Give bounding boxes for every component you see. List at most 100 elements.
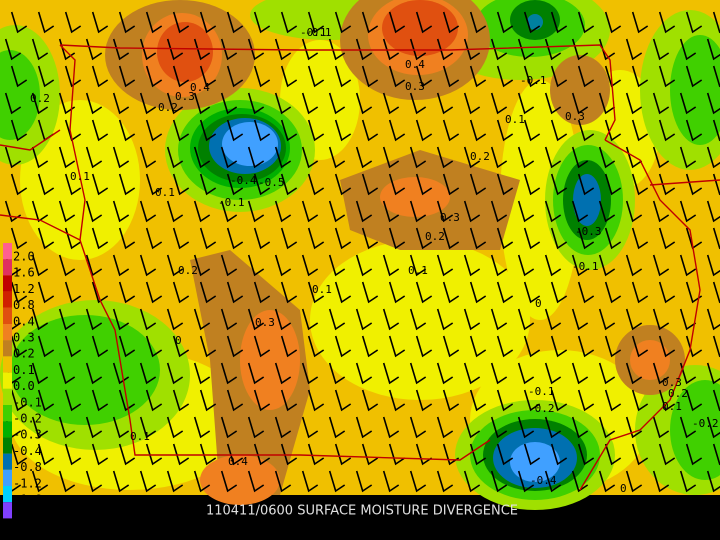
wind-barb <box>37 443 55 466</box>
wind-barb <box>550 173 568 196</box>
wind-barb <box>85 38 103 61</box>
legend-swatch <box>3 259 12 276</box>
contour-label: -0.1 <box>528 385 555 398</box>
wind-barb <box>280 443 298 466</box>
wind-barb <box>334 335 352 358</box>
wind-barb <box>679 200 697 223</box>
wind-barb <box>604 335 622 358</box>
wind-barb <box>409 146 427 169</box>
wind-barb <box>91 281 109 304</box>
legend-label: -1.2 <box>13 476 42 490</box>
wind-barb <box>517 362 535 385</box>
wind-barb <box>652 146 670 169</box>
wind-barb <box>631 227 649 250</box>
wind-barb <box>442 65 460 88</box>
wind-barb <box>355 200 373 223</box>
wind-barb <box>10 65 28 88</box>
contour-label: 0.2 <box>30 92 50 105</box>
wind-barb <box>166 254 184 277</box>
wind-barb <box>442 335 460 358</box>
wind-barb <box>604 11 622 34</box>
wind-barb <box>58 416 76 439</box>
wind-barb <box>658 281 676 304</box>
wind-barb <box>463 38 481 61</box>
wind-barb <box>328 308 346 331</box>
wind-barb <box>4 92 22 115</box>
wind-barb <box>550 65 568 88</box>
wind-barb <box>139 38 157 61</box>
wind-barb <box>658 443 676 466</box>
wind-barb <box>631 335 649 358</box>
wind-barb <box>334 281 352 304</box>
wind-barb <box>4 146 22 169</box>
contour-label: -0.4 <box>230 174 257 187</box>
legend-swatch <box>3 486 12 503</box>
legend-swatch <box>3 453 12 470</box>
wind-barb <box>571 92 589 115</box>
wind-barb <box>631 65 649 88</box>
wind-barb <box>523 119 541 142</box>
wind-barb <box>139 146 157 169</box>
wind-barb <box>112 200 130 223</box>
wind-barb <box>571 200 589 223</box>
wind-barb <box>604 443 622 466</box>
wind-barb <box>274 200 292 223</box>
legend-label: -0.1 <box>13 395 42 409</box>
wind-barb <box>685 443 703 466</box>
wind-barb <box>280 227 298 250</box>
wind-barb <box>280 335 298 358</box>
wind-barb <box>91 335 109 358</box>
wind-barb <box>31 416 49 439</box>
wind-barb <box>274 254 292 277</box>
wind-barb <box>172 335 190 358</box>
legend-swatch <box>3 469 12 486</box>
wind-barb <box>226 65 244 88</box>
wind-barb <box>625 254 643 277</box>
wind-barb <box>442 173 460 196</box>
wind-barb <box>145 389 163 412</box>
wind-barb <box>544 200 562 223</box>
contour-label: 0.2 <box>425 230 445 243</box>
wind-barb <box>301 470 319 493</box>
wind-barb <box>463 416 481 439</box>
wind-barb <box>58 254 76 277</box>
wind-barb <box>577 443 595 466</box>
contour-labels: 0.30.40.20.40.3-0.1-0.10.30.20.10.20.30.… <box>30 26 719 495</box>
wind-barb <box>496 173 514 196</box>
wind-barb <box>442 281 460 304</box>
legend-swatch <box>3 340 12 357</box>
wind-barb <box>334 119 352 142</box>
wind-barb <box>685 65 703 88</box>
wind-barb <box>544 38 562 61</box>
wind-barb <box>280 11 298 34</box>
wind-barb <box>31 308 49 331</box>
wind-barb <box>517 38 535 61</box>
wind-barb <box>409 38 427 61</box>
contour-label: -0.5 <box>258 176 285 189</box>
contour-label: 0.3 <box>405 80 425 93</box>
wind-barb <box>388 11 406 34</box>
wind-barb <box>334 227 352 250</box>
wind-barb <box>490 470 508 493</box>
wind-barb <box>361 11 379 34</box>
legend-swatch <box>3 372 12 389</box>
wind-barb <box>118 281 136 304</box>
wind-barb <box>631 173 649 196</box>
contour-label: 0.2 <box>668 387 688 400</box>
wind-barb <box>436 38 454 61</box>
wind-barb <box>193 362 211 385</box>
wind-barb <box>199 335 217 358</box>
contour-label: 0.1 <box>130 430 150 443</box>
wind-barb <box>436 416 454 439</box>
wind-barb <box>199 389 217 412</box>
contour-label: -0.1 <box>305 26 332 39</box>
contour-label: -0.2 <box>528 402 555 415</box>
wind-barb <box>85 470 103 493</box>
wind-barb <box>31 254 49 277</box>
wind-barb <box>172 443 190 466</box>
wind-barb <box>166 146 184 169</box>
wind-barb <box>10 389 28 412</box>
wind-barb <box>139 470 157 493</box>
wind-barb <box>469 65 487 88</box>
